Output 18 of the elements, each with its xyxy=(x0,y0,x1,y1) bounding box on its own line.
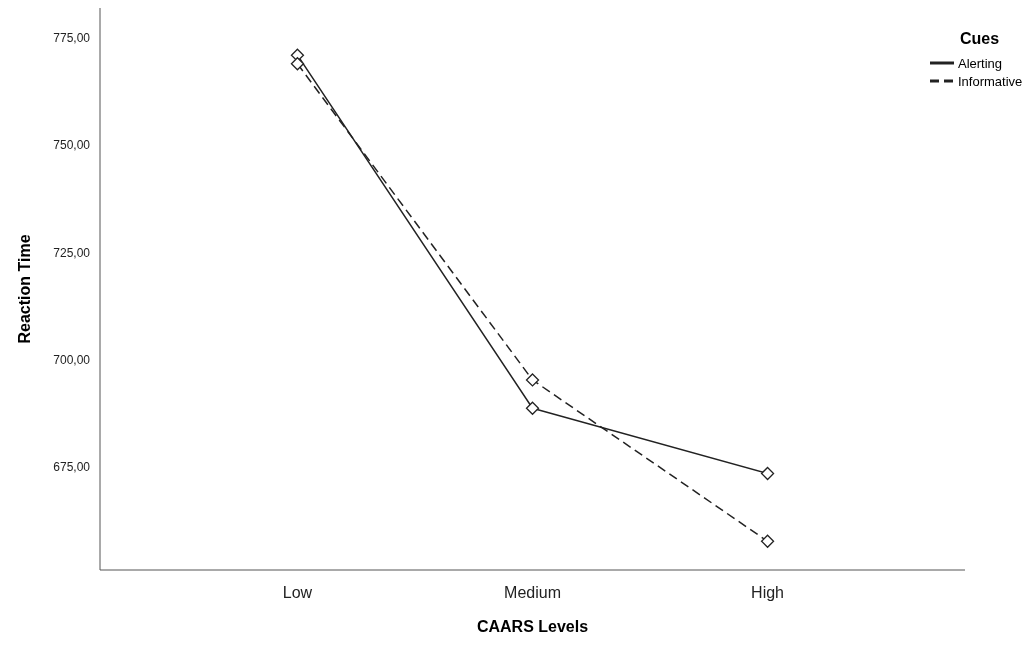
legend-title: Cues xyxy=(960,30,1000,47)
y-tick-label: 675,00 xyxy=(53,460,91,475)
legend-label: Alerting xyxy=(958,55,1003,71)
point xyxy=(525,401,540,415)
y-tick-label: 725,00 xyxy=(53,245,91,260)
point xyxy=(760,534,775,548)
x-tick-label: Medium xyxy=(504,584,561,601)
y-tick-label: 750,00 xyxy=(53,138,91,153)
x-tick-label: High xyxy=(751,584,785,601)
point xyxy=(525,373,540,387)
x-tick-label: Low xyxy=(282,584,313,601)
point xyxy=(760,466,775,481)
y-tick-label: 700,00 xyxy=(53,352,91,367)
y-axis-title: Reaction Time xyxy=(16,234,33,344)
point xyxy=(290,57,305,71)
x-axis-title: CAARS Levels xyxy=(476,618,589,635)
y-tick-label: 775,00 xyxy=(53,31,91,46)
legend-label: Informative xyxy=(958,73,1023,89)
